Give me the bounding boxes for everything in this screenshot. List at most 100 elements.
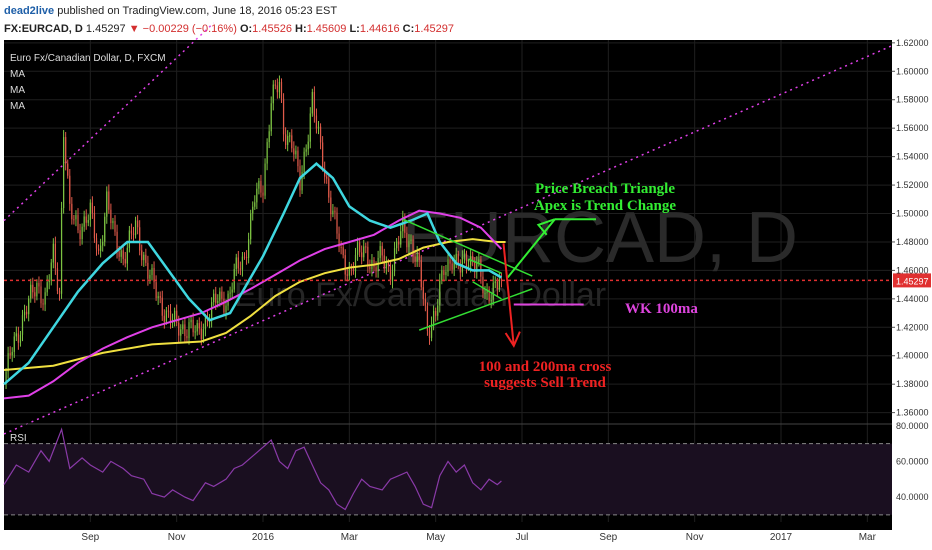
candle-body (213, 293, 215, 303)
candle-body (449, 259, 451, 264)
candle-body (358, 242, 361, 253)
candle-body (202, 329, 205, 340)
candle-body (482, 276, 484, 294)
candle-body (276, 85, 279, 93)
price-axis: 1.36000 1.38000 1.40000 1.42000 1.44000 1.460… (892, 38, 929, 418)
candle-body (219, 291, 221, 301)
candle-body (65, 137, 67, 164)
candle-body (159, 296, 161, 298)
candle-body (67, 163, 69, 176)
candle-body (420, 260, 422, 288)
candle-body (77, 215, 79, 231)
candle-body (260, 180, 262, 193)
candle-body (225, 305, 227, 313)
price-tick-label: 1.40000 (896, 351, 929, 361)
ma-fast-line (3, 162, 503, 386)
candle-body (235, 257, 237, 270)
time-tick-label: Sep (599, 532, 617, 543)
candle-body (75, 215, 77, 220)
candle-body (40, 286, 42, 304)
candle-body (221, 291, 223, 299)
candle-body (147, 262, 149, 279)
candle-body (36, 283, 38, 297)
candle-body (161, 297, 163, 316)
time-tick-label: Nov (168, 532, 186, 543)
close-value: 1.45297 (414, 23, 455, 35)
candle-body (338, 233, 340, 248)
candle-body (116, 231, 118, 252)
candle-body (430, 323, 433, 338)
close-label: C: (402, 23, 415, 35)
candle-body (315, 115, 318, 129)
annotations: Price Breach Triangle Apex is Trend Chan… (479, 181, 699, 391)
candle-body (48, 280, 50, 283)
price-tick-label: 1.52000 (896, 180, 929, 190)
rsi-band-fill (4, 443, 892, 515)
legend-ma-1[interactable]: MA (10, 69, 25, 80)
candle-body (108, 191, 110, 210)
candle-body (426, 305, 429, 331)
author-name[interactable]: dead2live (4, 5, 55, 17)
triangle-lower-line (418, 288, 533, 331)
candle-body (474, 261, 476, 273)
legend-ma-2[interactable]: MA (10, 85, 25, 96)
candle-body (346, 274, 348, 276)
candle-body (58, 290, 61, 294)
candle-body (81, 226, 83, 240)
candle-body (264, 163, 266, 196)
candle-body (354, 254, 357, 272)
candle-body (311, 92, 313, 114)
candle-body (13, 336, 15, 352)
candle-body (404, 216, 406, 233)
candle-body (361, 252, 363, 258)
rsi-pane: 40.0000 60.0000 80.0000 (3, 421, 929, 516)
candle-body (476, 263, 478, 273)
candle-body (71, 203, 73, 220)
rsi-label[interactable]: RSI (10, 433, 27, 444)
candle-body (344, 255, 346, 275)
price-tick-label: 1.36000 (896, 408, 929, 418)
breach-arrow-shaft (506, 218, 556, 279)
candle-body (301, 172, 303, 191)
candle-body (7, 353, 9, 372)
chart-legend: Euro Fx/Canadian Dollar, D, FXCM MA MA M… (10, 53, 166, 112)
last-price-tag-label: 1.45297 (896, 276, 929, 286)
candle-body (324, 168, 326, 177)
candle-body (289, 135, 291, 137)
candle-body (445, 271, 447, 275)
candle-body (258, 180, 260, 189)
candle-body (365, 246, 367, 248)
candle-body (297, 150, 299, 167)
candle-body (254, 202, 256, 207)
candle-body (447, 259, 449, 272)
candle-body (87, 220, 89, 223)
annotation-wk-100ma: WK 100ma (625, 301, 698, 317)
candle-body (124, 258, 126, 264)
last-price-line: 1.45297 (4, 273, 931, 288)
candle-body (278, 81, 281, 93)
candle-body (348, 267, 350, 276)
candle-body (15, 333, 17, 337)
candle-body (186, 336, 188, 339)
candle-body (307, 141, 309, 150)
candle-body (295, 150, 297, 155)
candle-body (250, 213, 252, 240)
time-tick-label: Jul (516, 532, 529, 543)
candle-body (241, 256, 244, 270)
candle-body (457, 253, 459, 266)
candle-body (89, 202, 91, 221)
candle-body (229, 292, 231, 294)
high-label: H: (295, 23, 307, 35)
candle-body (342, 247, 344, 256)
legend-ma-3[interactable]: MA (10, 101, 25, 112)
watermark-symbol: EURCAD, D (402, 198, 798, 278)
candle-body (472, 256, 474, 262)
candle-body (167, 310, 170, 312)
candle-body (134, 220, 137, 236)
inner-upper-line (468, 258, 502, 274)
candle-body (104, 216, 106, 242)
breach-arrow-head (536, 218, 556, 236)
candle-body (233, 269, 235, 290)
time-tick-label: Mar (341, 532, 359, 543)
